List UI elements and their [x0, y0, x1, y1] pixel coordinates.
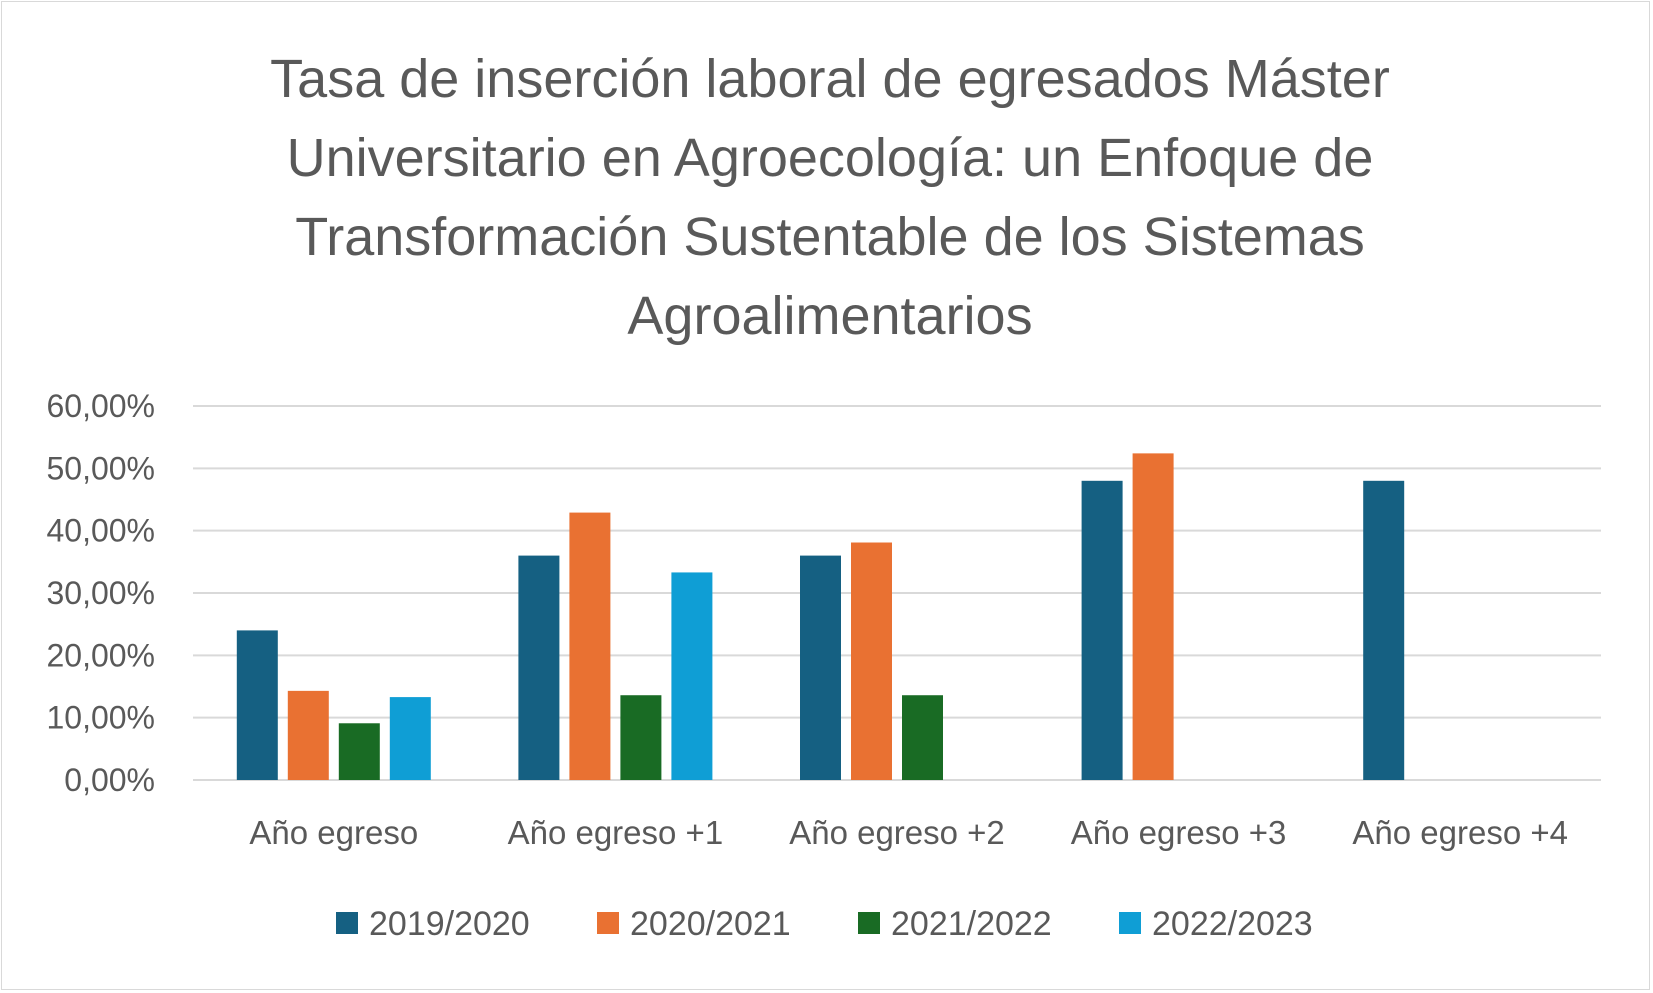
bar: [389, 697, 431, 780]
bar: [1363, 480, 1405, 780]
bar: [620, 695, 662, 780]
y-tick-label: 10,00%: [46, 700, 155, 736]
chart-title-line: Tasa de inserción laboral de egresados M…: [270, 49, 1390, 109]
bar: [287, 690, 329, 780]
bar: [800, 555, 841, 780]
legend-swatch: [597, 912, 619, 934]
y-tick-label: 0,00%: [64, 762, 155, 798]
bar: [671, 572, 713, 780]
y-axis-tick-labels: 0,00% 10,00% 20,00% 30,00% 40,00% 50,00% 60,00…: [46, 388, 155, 798]
x-category-label: Año egreso +1: [508, 814, 724, 851]
chart-title-line: Agroalimentarios: [627, 286, 1033, 346]
legend-swatch: [336, 912, 358, 934]
chart-title-line: Universitario en Agroecología: un Enfoqu…: [286, 128, 1374, 188]
bar: [338, 723, 380, 780]
chart-title: Tasa de inserción laboral de egresados M…: [180, 40, 1480, 356]
x-category-label: Año egreso +2: [789, 814, 1005, 851]
y-tick-label: 20,00%: [46, 637, 155, 673]
bar: [569, 512, 611, 780]
legend-label: 2019/2020: [369, 905, 530, 943]
legend-label: 2021/2022: [891, 905, 1052, 943]
legend-swatch: [858, 912, 880, 934]
legend: 2019/2020 2020/2021 2021/2022 2022/2023: [336, 905, 1313, 943]
bar: [518, 555, 560, 780]
x-category-label: Año egreso: [249, 814, 418, 851]
legend-label: 2022/2023: [1152, 905, 1313, 943]
x-axis-category-labels: Año egreso Año egreso +1 Año egreso +2 Año …: [249, 814, 1568, 851]
bar: [902, 695, 943, 780]
y-tick-label: 50,00%: [46, 450, 155, 486]
y-tick-label: 60,00%: [46, 388, 155, 424]
bar: [851, 542, 892, 780]
y-tick-label: 30,00%: [46, 575, 155, 611]
chart-title-line: Transformación Sustentable de los Sistem…: [295, 207, 1365, 267]
legend-label: 2020/2021: [630, 905, 791, 943]
bars: [236, 453, 1405, 780]
bar: [236, 630, 278, 780]
legend-swatch: [1119, 912, 1141, 934]
bar: [1132, 453, 1174, 780]
y-tick-label: 40,00%: [46, 513, 155, 549]
x-category-label: Año egreso +4: [1352, 814, 1568, 851]
bar: [1081, 480, 1123, 780]
x-category-label: Año egreso +3: [1071, 814, 1287, 851]
